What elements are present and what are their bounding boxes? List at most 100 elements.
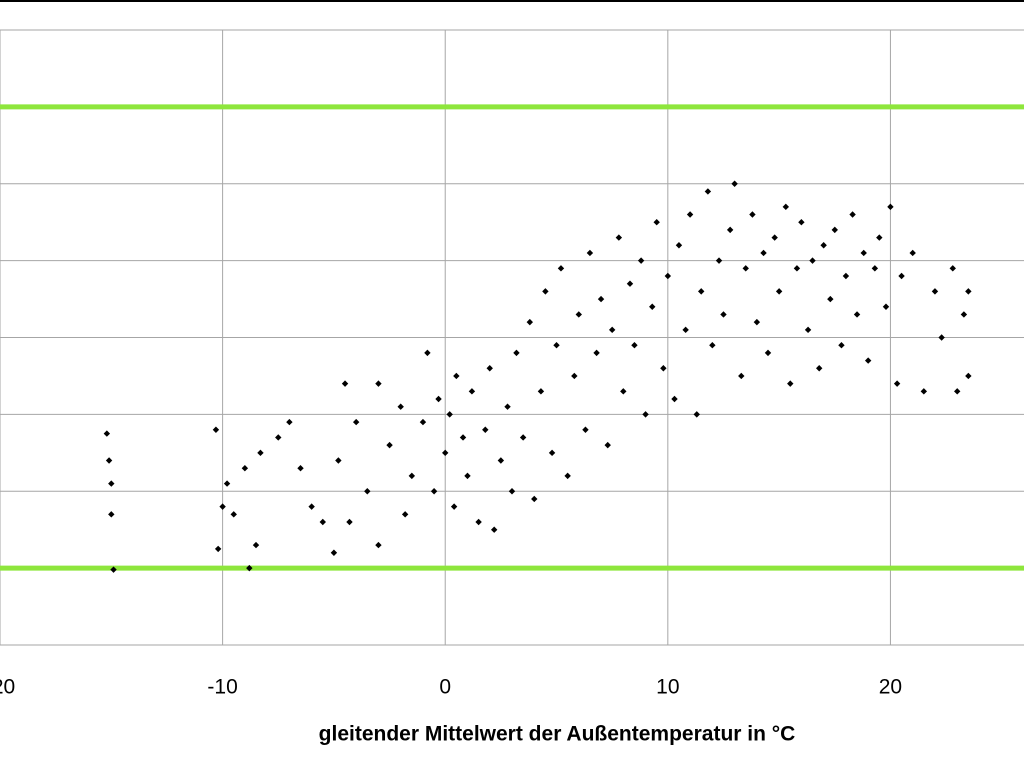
- point: [593, 349, 600, 357]
- point: [653, 218, 660, 226]
- point: [704, 188, 712, 195]
- point: [820, 242, 827, 249]
- point: [548, 449, 556, 457]
- point: [775, 288, 783, 295]
- point: [931, 288, 939, 295]
- point: [542, 288, 549, 295]
- point: [860, 249, 867, 257]
- point: [620, 388, 627, 395]
- point: [286, 418, 293, 426]
- x-tick-label: 20: [879, 676, 902, 699]
- point: [575, 311, 582, 318]
- point: [709, 341, 716, 349]
- point: [453, 372, 460, 380]
- point: [335, 457, 342, 464]
- point: [230, 511, 237, 518]
- point: [450, 503, 458, 510]
- point: [742, 265, 749, 272]
- point: [352, 418, 360, 426]
- point: [375, 380, 382, 387]
- point: [564, 472, 571, 480]
- point: [223, 480, 231, 487]
- point: [949, 265, 956, 272]
- point: [553, 341, 560, 349]
- point: [871, 265, 879, 272]
- point: [346, 518, 353, 526]
- point: [787, 380, 794, 387]
- point: [675, 242, 683, 249]
- point: [257, 449, 264, 457]
- point: [386, 441, 393, 449]
- point: [408, 472, 416, 480]
- point: [686, 211, 694, 218]
- point: [497, 457, 505, 464]
- point: [793, 265, 801, 272]
- x-tick-label: 10: [656, 676, 679, 699]
- point: [882, 303, 890, 310]
- point: [424, 349, 431, 357]
- point: [571, 372, 578, 380]
- point: [876, 234, 883, 241]
- point: [297, 464, 304, 472]
- point: [664, 272, 672, 280]
- point: [809, 257, 816, 264]
- point: [615, 234, 623, 241]
- point: [468, 388, 476, 395]
- point: [965, 372, 972, 380]
- point: [341, 380, 349, 387]
- point: [486, 365, 493, 372]
- point: [798, 218, 805, 226]
- point: [631, 341, 638, 349]
- point: [782, 203, 790, 211]
- point: [864, 357, 872, 364]
- point: [330, 549, 338, 556]
- point: [108, 511, 115, 518]
- point: [246, 564, 253, 572]
- point: [682, 326, 689, 334]
- point: [938, 334, 945, 341]
- point: [965, 288, 972, 295]
- point: [252, 541, 260, 549]
- point: [649, 303, 656, 310]
- point: [771, 234, 778, 241]
- point: [582, 426, 589, 433]
- x-tick-label: -10: [207, 676, 237, 699]
- point: [430, 488, 438, 495]
- point: [275, 434, 282, 441]
- point: [375, 541, 382, 549]
- point: [308, 503, 315, 510]
- point: [842, 272, 850, 280]
- point: [660, 365, 667, 372]
- point: [749, 211, 756, 218]
- point: [110, 566, 117, 573]
- point: [608, 326, 616, 334]
- point: [401, 511, 409, 518]
- point: [526, 318, 534, 326]
- point: [531, 495, 538, 503]
- point: [397, 403, 404, 410]
- point: [586, 249, 594, 257]
- point: [838, 341, 845, 349]
- point: [753, 318, 761, 326]
- point: [831, 226, 838, 234]
- point: [475, 518, 482, 526]
- point: [504, 403, 511, 410]
- point: [909, 249, 916, 257]
- point: [760, 249, 767, 257]
- point: [893, 380, 901, 387]
- point: [482, 426, 489, 433]
- point: [459, 434, 467, 441]
- point: [105, 457, 113, 464]
- point: [604, 441, 611, 449]
- point: [853, 311, 861, 318]
- point: [419, 418, 427, 426]
- point: [241, 464, 249, 472]
- point: [597, 295, 605, 303]
- point: [642, 411, 649, 418]
- point: [726, 226, 734, 234]
- point: [637, 257, 645, 264]
- point: [731, 180, 738, 187]
- point: [764, 349, 772, 357]
- point: [435, 395, 442, 403]
- x-axis-label: gleitender Mittelwert der Außentemperatu…: [319, 723, 796, 746]
